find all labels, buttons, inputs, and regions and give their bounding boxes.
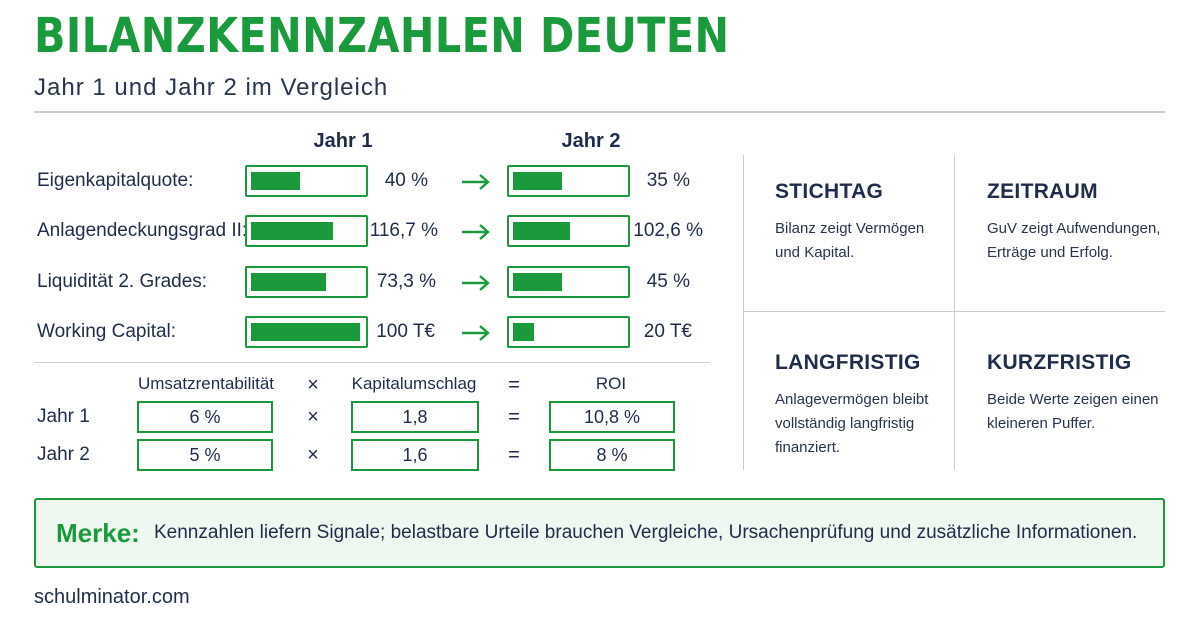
kpi-bar-fill: [513, 323, 534, 341]
page-title: BILANZKENNZAHLEN DEUTEN: [34, 8, 730, 64]
equals-operator: =: [508, 374, 520, 396]
arrow-right-icon: [462, 224, 490, 240]
kpi-value-year1: 40 %: [384, 170, 428, 191]
roi-year-label: Jahr 2: [37, 444, 90, 465]
merke-text: Kennzahlen liefern Signale; belastbare U…: [154, 522, 1138, 543]
times-operator: ×: [307, 444, 319, 466]
kpi-value-year2: 102,6 %: [633, 220, 703, 241]
kpi-label-liquiditaet: Liquidität 2. Grades:: [37, 271, 208, 292]
kpi-bar-year1: [245, 215, 368, 247]
kpi-value-year1: 100 T€: [376, 321, 435, 342]
kpi-bar-fill: [251, 172, 300, 190]
kpi-bar-fill: [251, 222, 333, 240]
kpi-value-year1: 116,7 %: [369, 220, 438, 241]
kpi-value-year1: 73,3 %: [376, 271, 436, 292]
kpi-label-eigenkapitalquote: Eigenkapitalquote:: [37, 170, 194, 191]
column-head-year1: Jahr 1: [313, 130, 373, 152]
kpi-bar-fill: [513, 172, 562, 190]
arrow-right-icon: [462, 174, 490, 190]
card-title-stichtag: STICHTAG: [775, 180, 884, 203]
equals-operator: =: [508, 406, 520, 428]
column-head-year2: Jahr 2: [561, 130, 621, 152]
kpi-bar-year1: [245, 266, 368, 298]
card-title-zeitraum: ZEITRAUM: [987, 180, 1098, 203]
card-text-zeitraum: GuV zeigt Aufwendungen, Erträge und Erfo…: [987, 220, 1161, 261]
grid-divider: [743, 311, 1165, 312]
kpi-label-anlagendeckungsgrad: Anlagendeckungsgrad II:: [37, 220, 248, 241]
merke-label: Merke:: [56, 518, 140, 548]
roi-kapital-value: 1,6: [351, 439, 479, 471]
kpi-value-year2: 45 %: [646, 271, 690, 292]
kpi-bar-year1: [245, 316, 368, 348]
page-subtitle: Jahr 1 und Jahr 2 im Vergleich: [34, 74, 389, 101]
footer-site: schulminator.com: [34, 586, 190, 608]
kpi-bar-year2: [507, 215, 630, 247]
kpi-bar-fill: [251, 273, 326, 291]
roi-kapital-value: 1,8: [351, 401, 479, 433]
card-title-langfristig: LANGFRISTIG: [775, 351, 921, 374]
grid-divider: [743, 155, 744, 470]
times-operator: ×: [307, 374, 319, 396]
roi-umsatz-value: 5 %: [137, 439, 273, 471]
roi-year-label: Jahr 1: [37, 406, 90, 427]
kpi-bar-fill: [513, 222, 570, 240]
roi-head-roi: ROI: [595, 374, 627, 393]
kpi-value-year2: 20 T€: [643, 321, 692, 342]
kpi-bar-fill: [513, 273, 562, 291]
card-text-langfristig: Anlagevermögen bleibt vollständig langfr…: [775, 391, 929, 456]
kpi-bar-year2: [507, 316, 630, 348]
equals-operator: =: [508, 444, 520, 466]
roi-result-value: 8 %: [549, 439, 675, 471]
arrow-right-icon: [462, 325, 490, 341]
title-divider: [34, 111, 1165, 113]
arrow-right-icon: [462, 275, 490, 291]
roi-head-kapital: Kapitalumschlag: [351, 374, 477, 393]
merke-box: Merke: Kennzahlen liefern Signale; belas…: [34, 498, 1165, 568]
kpi-label-working-capital: Working Capital:: [37, 321, 177, 342]
roi-umsatz-value: 6 %: [137, 401, 273, 433]
kpi-value-year2: 35 %: [646, 170, 690, 191]
roi-result-value: 10,8 %: [549, 401, 675, 433]
kpi-bar-year1: [245, 165, 368, 197]
times-operator: ×: [307, 406, 319, 428]
kpi-bar-year2: [507, 165, 630, 197]
kpi-bar-fill: [251, 323, 360, 341]
card-title-kurzfristig: KURZFRISTIG: [987, 351, 1132, 374]
section-divider: [34, 362, 710, 363]
card-text-stichtag: Bilanz zeigt Vermögen und Kapital.: [775, 220, 925, 261]
kpi-bar-year2: [507, 266, 630, 298]
card-text-kurzfristig: Beide Werte zeigen einen kleineren Puffe…: [987, 391, 1159, 432]
grid-divider: [954, 155, 955, 470]
roi-head-umsatz: Umsatzrentabilität: [137, 374, 275, 393]
